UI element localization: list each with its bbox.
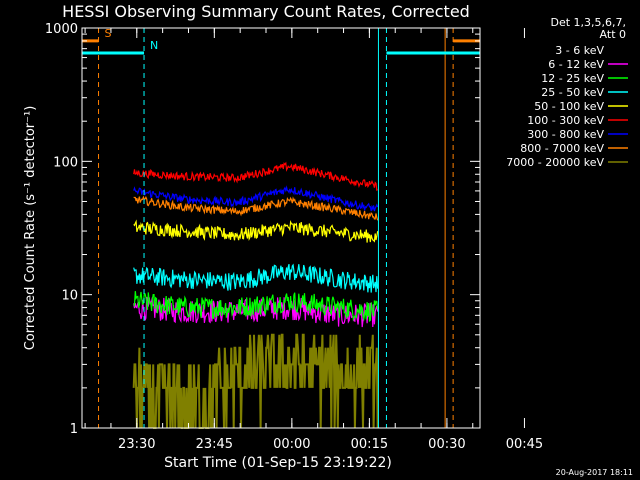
series-line [132,333,379,429]
x-tick-label: 23:30 [118,437,155,452]
x-axis-label: Start Time (01-Sep-15 23:19:22) [164,455,392,471]
legend-title: Att 0 [600,28,626,41]
x-tick-label: 00:00 [273,437,310,452]
series-layer [132,161,379,429]
annotation-label: S [105,27,112,40]
y-tick-label: 1000 [45,22,78,37]
x-tick-label: 00:30 [428,437,465,452]
annotation-label: N [150,39,158,52]
legend-item-label: 100 - 300 keV [527,114,604,127]
legend-item-label: 300 - 800 keV [527,128,604,141]
series-line [133,291,379,322]
chart-title: HESSI Observing Summary Count Rates, Cor… [62,2,470,21]
legend-item-label: 800 - 7000 keV [520,142,604,155]
legend-item-label: 6 - 12 keV [548,58,604,71]
series-line [133,161,378,192]
series-line [133,263,379,293]
annotation-layer: SN [82,27,480,428]
series-line [133,195,379,221]
legend-item-label: 12 - 25 keV [541,72,604,85]
legend-item-label: 7000 - 20000 keV [506,156,604,169]
legend-item-label: 25 - 50 keV [541,86,604,99]
x-tick-label: 00:45 [506,437,543,452]
series-line [133,219,379,243]
x-tick-label: 23:45 [196,437,233,452]
axes-layer: 23:30 23:45 00:00 00:15 00:30 00:45 1 10 100 1000 [45,22,543,452]
x-tick-label: 00:15 [351,437,388,452]
y-tick-label: 1 [70,422,78,437]
y-axis-label: Corrected Count Rate (s⁻¹ detector⁻¹) [23,106,38,351]
legend-item-label: 50 - 100 keV [534,100,604,113]
legend-title: Det 1,3,5,6,7, [550,16,626,29]
y-tick-label: 10 [61,289,78,304]
footer-timestamp: 20-Aug-2017 18:11 [556,468,633,477]
series-line [133,185,379,212]
y-tick-label: 100 [53,155,78,170]
legend-item-label: 3 - 6 keV [555,44,604,57]
plot-frame [81,27,481,429]
